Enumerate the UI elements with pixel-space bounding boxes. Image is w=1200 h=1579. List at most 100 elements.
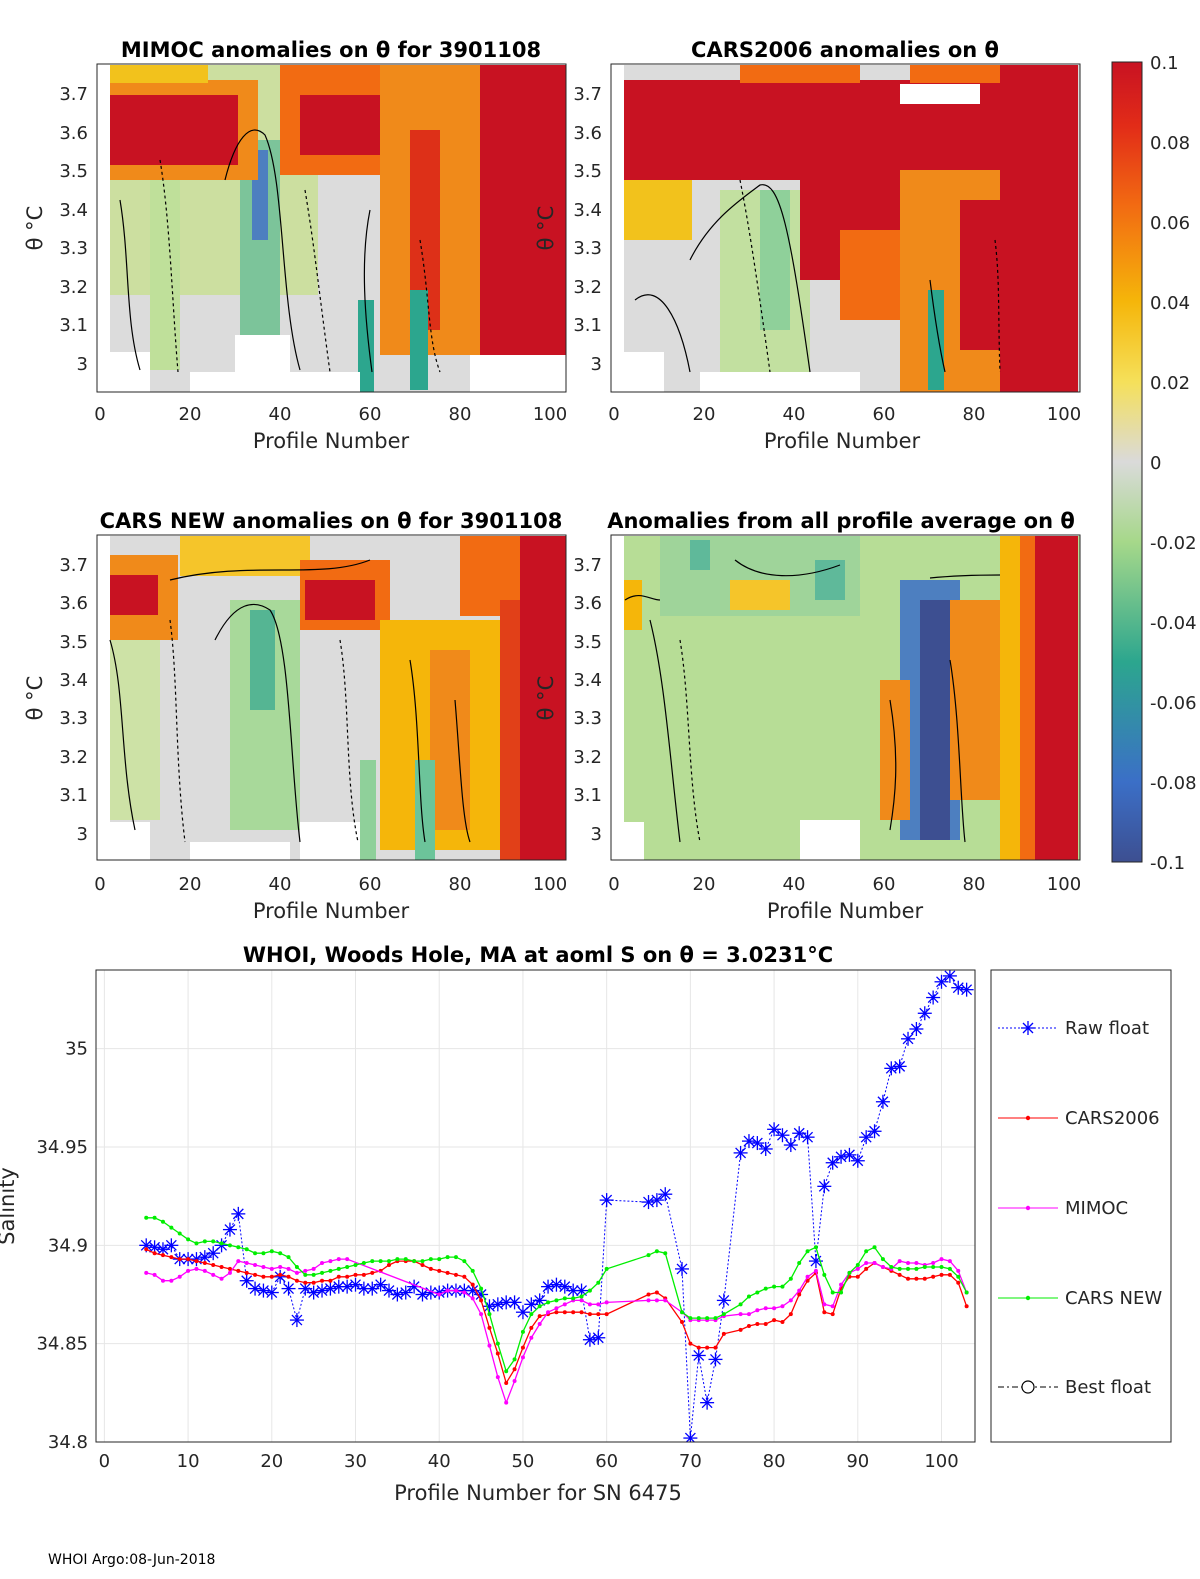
x-tick: 30 <box>344 1451 367 1472</box>
data-point <box>591 1330 606 1345</box>
data-point <box>311 1266 316 1271</box>
data-point <box>738 1327 743 1332</box>
data-point <box>194 1266 199 1271</box>
data-point <box>169 1225 174 1230</box>
data-point <box>721 1331 726 1336</box>
x-tick: 60 <box>873 874 896 895</box>
data-point <box>537 1322 542 1326</box>
x-tick: 40 <box>428 1451 451 1472</box>
x-axis-label: Profile Number for SN 6475 <box>394 1481 682 1505</box>
y-tick: 3.6 <box>573 123 602 144</box>
data-point <box>813 1268 818 1273</box>
data-point <box>144 1270 149 1275</box>
data-point <box>931 1274 936 1279</box>
data-point <box>808 1254 823 1269</box>
data-point <box>361 1261 366 1266</box>
data-point <box>470 1282 475 1287</box>
data-point <box>512 1379 517 1384</box>
x-tick: 100 <box>924 1451 958 1472</box>
x-tick: 10 <box>177 1451 200 1472</box>
data-point <box>663 1251 668 1256</box>
x-tick-labels: 0 20 40 60 80 100 <box>608 404 1081 425</box>
data-point <box>281 1281 296 1296</box>
y-tick: 3.5 <box>59 632 88 653</box>
x-tick: 0 <box>608 404 619 425</box>
data-point <box>294 1270 299 1275</box>
data-point <box>758 1141 773 1156</box>
plot-background <box>96 970 975 1442</box>
data-point <box>939 1257 944 1262</box>
data-point <box>579 1298 584 1303</box>
data-point <box>830 1290 835 1295</box>
data-point <box>738 1312 743 1317</box>
data-point <box>641 1195 656 1210</box>
data-point <box>244 1247 249 1252</box>
data-point <box>177 1231 182 1236</box>
data-point <box>772 1318 777 1323</box>
y-tick: 3 <box>591 824 602 845</box>
data-point <box>261 1264 266 1269</box>
data-point <box>763 1322 768 1326</box>
x-tick: 60 <box>873 404 896 425</box>
data-point <box>507 1295 522 1310</box>
data-point <box>867 1124 882 1139</box>
legend-label: CARS2006 <box>1065 1108 1160 1129</box>
data-point <box>797 1288 802 1293</box>
heatmap-field <box>98 536 566 860</box>
data-point <box>328 1259 333 1264</box>
series-cars-new <box>144 1215 969 1374</box>
data-point <box>462 1259 467 1264</box>
data-point <box>646 1292 651 1297</box>
colorbar-tick: -0.02 <box>1150 533 1197 554</box>
y-tick: 35 <box>65 1039 88 1060</box>
x-tick: 0 <box>99 1451 110 1472</box>
x-tick: 50 <box>511 1451 534 1472</box>
data-point <box>914 1266 919 1271</box>
legend-item: Best float <box>998 1377 1151 1398</box>
x-tick: 90 <box>846 1451 869 1472</box>
data-point <box>532 1293 547 1308</box>
data-point <box>922 1264 927 1269</box>
y-tick: 3.2 <box>573 747 602 768</box>
data-point <box>219 1264 224 1269</box>
y-tick: 3.1 <box>59 785 88 806</box>
x-tick: 40 <box>269 404 292 425</box>
data-point <box>487 1325 492 1330</box>
y-tick: 3.2 <box>59 747 88 768</box>
data-point <box>306 1285 321 1300</box>
data-point <box>763 1306 768 1311</box>
data-point <box>680 1320 684 1325</box>
data-point <box>839 1282 844 1287</box>
data-point <box>415 1287 430 1302</box>
y-axis-label: θ °C <box>23 676 47 721</box>
data-point <box>847 1270 852 1275</box>
data-point <box>646 1298 651 1303</box>
y-tick: 3.2 <box>573 277 602 298</box>
x-tick: 100 <box>1047 404 1081 425</box>
data-point <box>582 1332 597 1347</box>
data-point <box>658 1187 673 1202</box>
data-point <box>805 1249 810 1254</box>
y-tick: 3.1 <box>573 785 602 806</box>
data-point <box>767 1122 782 1137</box>
data-point <box>398 1285 413 1300</box>
data-point <box>571 1310 576 1315</box>
data-point <box>244 1270 249 1275</box>
data-point <box>654 1290 659 1295</box>
legend-item: MIMOC <box>998 1198 1128 1219</box>
data-point <box>554 1298 559 1303</box>
colorbar: 0.1 0.08 0.06 0.04 0.02 0 -0.02 -0.04 -0… <box>1111 53 1197 874</box>
data-point <box>328 1268 333 1273</box>
data-point <box>596 1280 601 1285</box>
data-point <box>529 1335 534 1340</box>
data-point <box>788 1312 793 1317</box>
data-point <box>554 1306 559 1311</box>
data-point <box>445 1270 450 1275</box>
data-point <box>864 1261 869 1266</box>
y-tick: 3.5 <box>573 632 602 653</box>
data-point <box>956 1280 961 1285</box>
data-point <box>395 1257 400 1262</box>
y-tick: 3 <box>77 824 88 845</box>
axes-box <box>610 63 1081 393</box>
x-tick: 40 <box>783 874 806 895</box>
